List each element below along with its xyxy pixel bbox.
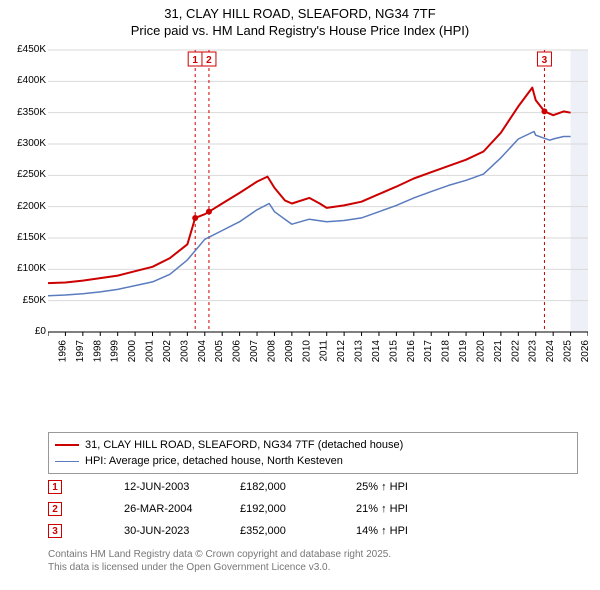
- legend-row: HPI: Average price, detached house, Nort…: [55, 453, 571, 469]
- event-date: 26-MAR-2004: [124, 503, 224, 515]
- svg-text:2013: 2013: [354, 340, 365, 363]
- y-tick-label: £200K: [2, 201, 46, 212]
- svg-text:2014: 2014: [371, 340, 382, 363]
- svg-text:1999: 1999: [110, 340, 121, 363]
- legend-label: 31, CLAY HILL ROAD, SLEAFORD, NG34 7TF (…: [85, 439, 403, 451]
- event-price: £192,000: [240, 503, 340, 515]
- y-tick-label: £350K: [2, 107, 46, 118]
- y-tick-label: £150K: [2, 232, 46, 243]
- y-tick-label: £300K: [2, 138, 46, 149]
- title-line1: 31, CLAY HILL ROAD, SLEAFORD, NG34 7TF: [0, 6, 600, 23]
- event-date: 30-JUN-2023: [124, 525, 224, 537]
- svg-text:2: 2: [206, 55, 212, 66]
- svg-text:1: 1: [192, 55, 198, 66]
- y-tick-label: £0: [2, 326, 46, 337]
- svg-text:2004: 2004: [197, 340, 208, 363]
- svg-text:2015: 2015: [388, 340, 399, 363]
- legend-box: 31, CLAY HILL ROAD, SLEAFORD, NG34 7TF (…: [48, 432, 578, 474]
- svg-text:2018: 2018: [441, 340, 452, 363]
- events-table: 1 12-JUN-2003 £182,000 25% ↑ HPI 2 26-MAR-200…: [48, 476, 578, 542]
- svg-text:2017: 2017: [423, 340, 434, 363]
- event-date: 12-JUN-2003: [124, 481, 224, 493]
- svg-text:2025: 2025: [563, 340, 574, 363]
- event-marker: 1: [48, 480, 62, 494]
- svg-text:1995: 1995: [48, 340, 51, 363]
- svg-text:2003: 2003: [179, 340, 190, 363]
- line-chart: 12 3 1995 1996 1997 1998 1999 2000 2001 2002 2003 2…: [48, 46, 588, 376]
- y-tick-label: £450K: [2, 44, 46, 55]
- event-row: 3 30-JUN-2023 £352,000 14% ↑ HPI: [48, 520, 578, 542]
- svg-text:1997: 1997: [75, 340, 86, 363]
- svg-text:2000: 2000: [127, 340, 138, 363]
- event-row: 2 26-MAR-2004 £192,000 21% ↑ HPI: [48, 498, 578, 520]
- svg-text:2002: 2002: [162, 340, 173, 363]
- event-row: 1 12-JUN-2003 £182,000 25% ↑ HPI: [48, 476, 578, 498]
- y-tick-label: £50K: [2, 295, 46, 306]
- svg-text:2019: 2019: [458, 340, 469, 363]
- legend-swatch: [55, 444, 79, 446]
- svg-text:2021: 2021: [493, 340, 504, 363]
- svg-text:1998: 1998: [92, 340, 103, 363]
- svg-text:2023: 2023: [528, 340, 539, 363]
- svg-text:2001: 2001: [145, 340, 156, 363]
- legend-swatch: [55, 461, 79, 462]
- svg-text:2016: 2016: [406, 340, 417, 363]
- event-hpi: 14% ↑ HPI: [356, 525, 578, 537]
- y-tick-label: £100K: [2, 263, 46, 274]
- title-block: 31, CLAY HILL ROAD, SLEAFORD, NG34 7TF P…: [0, 0, 600, 40]
- legend-label: HPI: Average price, detached house, Nort…: [85, 455, 343, 467]
- svg-text:2007: 2007: [249, 340, 260, 363]
- svg-text:2026: 2026: [580, 340, 588, 363]
- event-hpi: 21% ↑ HPI: [356, 503, 578, 515]
- event-marker: 2: [48, 502, 62, 516]
- title-line2: Price paid vs. HM Land Registry's House …: [0, 23, 600, 40]
- svg-text:2020: 2020: [475, 340, 486, 363]
- footer-note: Contains HM Land Registry data © Crown c…: [48, 548, 578, 574]
- svg-text:2008: 2008: [266, 340, 277, 363]
- svg-text:2006: 2006: [232, 340, 243, 363]
- event-marker: 3: [48, 524, 62, 538]
- y-tick-label: £400K: [2, 75, 46, 86]
- svg-text:1996: 1996: [57, 340, 68, 363]
- event-price: £182,000: [240, 481, 340, 493]
- svg-text:2012: 2012: [336, 340, 347, 363]
- svg-text:2022: 2022: [510, 340, 521, 363]
- event-price: £352,000: [240, 525, 340, 537]
- chart-container: 31, CLAY HILL ROAD, SLEAFORD, NG34 7TF P…: [0, 0, 600, 590]
- event-hpi: 25% ↑ HPI: [356, 481, 578, 493]
- y-tick-label: £250K: [2, 169, 46, 180]
- svg-text:2011: 2011: [319, 340, 330, 362]
- svg-text:2010: 2010: [301, 340, 312, 363]
- footer-line1: Contains HM Land Registry data © Crown c…: [48, 548, 578, 561]
- svg-text:2009: 2009: [284, 340, 295, 363]
- svg-text:2005: 2005: [214, 340, 225, 363]
- svg-text:3: 3: [542, 55, 548, 66]
- footer-line2: This data is licensed under the Open Gov…: [48, 561, 578, 574]
- legend-row: 31, CLAY HILL ROAD, SLEAFORD, NG34 7TF (…: [55, 437, 571, 453]
- svg-text:2024: 2024: [545, 340, 556, 363]
